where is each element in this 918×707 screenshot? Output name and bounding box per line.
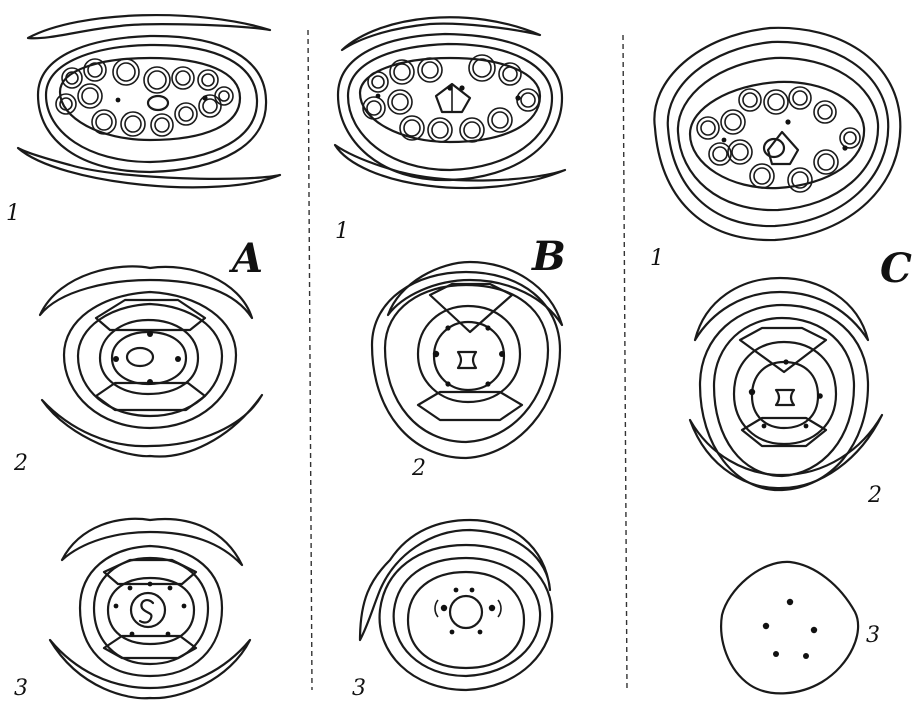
diagram-c2 <box>688 276 884 492</box>
panel-c: 1 C 2 3 <box>650 26 912 695</box>
diagram-c1 <box>653 26 902 242</box>
separator-a-b <box>307 29 313 691</box>
panel-letter-b: B <box>531 233 566 280</box>
diagram-a1 <box>16 13 282 189</box>
stage-number-b2: 2 <box>411 456 426 481</box>
panel-letter-c: C <box>880 245 912 292</box>
stage-number-b1: 1 <box>335 219 349 244</box>
panel-letter-a: A <box>228 235 263 282</box>
stage-number-b3: 3 <box>352 676 366 701</box>
panel-a: 1 A 2 <box>6 13 282 701</box>
diagram-b3 <box>358 518 554 692</box>
diagram-c3 <box>720 560 860 695</box>
stage-number-c2: 2 <box>867 483 882 508</box>
stage-number-a2: 2 <box>13 451 28 476</box>
stage-number-c1: 1 <box>650 246 664 271</box>
stage-number-c3: 3 <box>866 623 880 648</box>
diagram-b2 <box>370 260 564 460</box>
diagram-a2 <box>38 265 264 458</box>
diagram-a3 <box>48 517 252 700</box>
stage-number-a3: 3 <box>14 676 28 701</box>
diagram-b1 <box>333 16 567 190</box>
separator-b-c <box>622 34 628 691</box>
stage-number-a1: 1 <box>6 201 20 226</box>
panel-b: 1 B 2 <box>333 16 567 701</box>
